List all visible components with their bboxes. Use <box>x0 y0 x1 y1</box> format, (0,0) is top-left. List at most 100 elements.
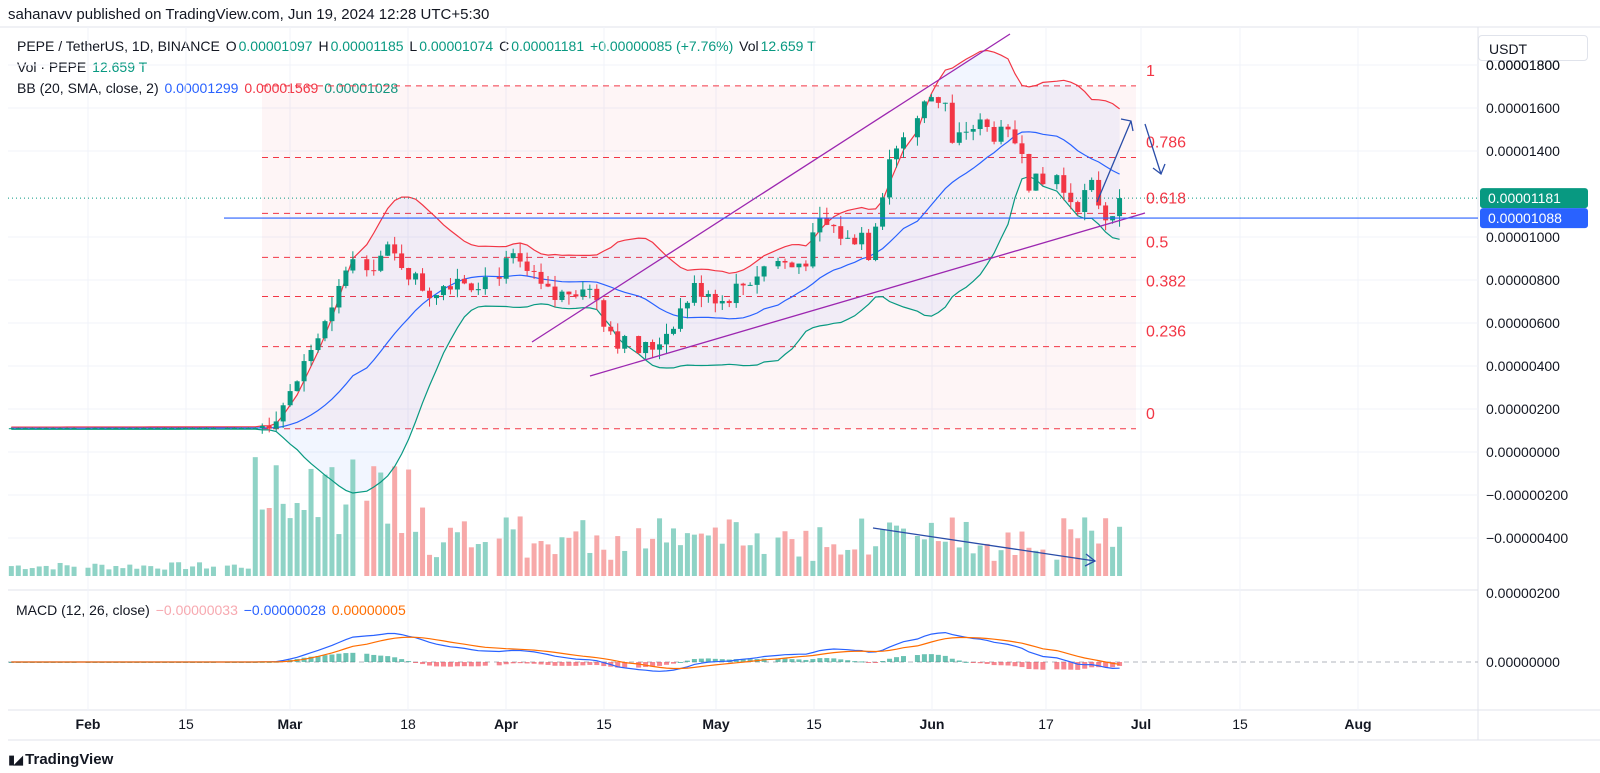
macd-histogram-bar <box>538 662 544 665</box>
candle-body <box>203 427 209 429</box>
candle-body <box>280 405 286 422</box>
volume-bar <box>482 542 488 576</box>
macd-histogram-bar <box>343 653 349 662</box>
candle-body <box>406 268 412 280</box>
time-axis-tick-label: 15 <box>806 716 822 732</box>
time-axis-tick-label: Apr <box>494 716 519 732</box>
macd-histogram-bar <box>852 661 858 663</box>
volume-indicator-value: 12.659 T <box>92 59 148 75</box>
candle-body <box>57 428 63 430</box>
candle-body <box>984 119 990 127</box>
macd-histogram-bar <box>406 661 412 663</box>
candle-body <box>866 232 872 260</box>
volume-bar <box>538 541 544 576</box>
macd-histogram-bar <box>615 662 621 668</box>
volume-bar <box>705 535 711 576</box>
high-label: H <box>318 38 329 54</box>
volume-bar <box>845 549 851 576</box>
volume-bar <box>873 546 879 576</box>
candle-body <box>1026 153 1032 191</box>
candle-body <box>71 428 77 430</box>
low-value: 0.00001074 <box>419 38 494 54</box>
high-value: 0.00001185 <box>330 38 404 54</box>
price-axis-tick-label: 0.00000600 <box>1486 315 1560 331</box>
candle-body <box>162 428 168 430</box>
macd-histogram-bar <box>657 662 663 666</box>
price-axis-tick-label: 0.00000000 <box>1486 444 1560 460</box>
macd-histogram-bar <box>984 662 990 664</box>
candle-body <box>1012 129 1018 144</box>
macd-histogram-bar <box>1005 662 1011 666</box>
symbol-title[interactable]: PEPE / TetherUS, 1D, BINANCE <box>17 38 220 54</box>
volume-bar <box>928 522 934 576</box>
volume-bar <box>43 565 49 576</box>
candle-body <box>238 427 244 429</box>
tradingview-logo[interactable]: ▮◢ TradingView <box>8 751 113 768</box>
macd-label[interactable]: MACD (12, 26, close) <box>16 602 150 618</box>
volume-bar <box>203 568 209 576</box>
price-axis-tick-label: 0.00001600 <box>1486 100 1560 116</box>
volume-bar <box>726 519 732 576</box>
price-axis-tick-label: 0.00001400 <box>1486 143 1560 159</box>
macd-histogram-bar <box>803 659 809 662</box>
volume-bar <box>197 562 203 576</box>
volume-bar <box>127 564 133 576</box>
price-axis-tick-label: 0.00000200 <box>1486 401 1560 417</box>
volume-indicator-label[interactable]: Vol · PEPE <box>17 59 87 75</box>
close-label: C <box>499 38 510 54</box>
volume-bar <box>691 534 697 576</box>
open-label: O <box>225 38 237 54</box>
volume-label: Vol <box>739 38 759 54</box>
macd-histogram-bar <box>866 662 872 663</box>
volume-bar <box>1075 538 1081 576</box>
candle-body <box>329 307 335 322</box>
candle-body <box>545 283 551 287</box>
projection-arrow-up <box>1096 120 1132 203</box>
volume-bar <box>587 552 593 576</box>
candle-body <box>880 197 886 227</box>
volume-bar <box>273 465 279 576</box>
macd-histogram-bar <box>928 654 934 662</box>
volume-bar <box>1068 529 1074 576</box>
candle-body <box>392 244 398 254</box>
volume-bar <box>510 529 516 576</box>
volume-bar <box>378 472 384 576</box>
projection-arrow-up-head <box>1120 118 1134 132</box>
volume-bar <box>113 566 119 576</box>
candle-body <box>245 427 251 429</box>
volume-bar <box>636 528 642 576</box>
macd-histogram-bar <box>914 655 920 662</box>
volume-bar <box>601 549 607 576</box>
volume-legend: Vol · PEPE 12.659 T <box>17 59 149 75</box>
volume-bar <box>524 557 530 576</box>
volume-bar <box>176 562 182 576</box>
candle-body <box>754 276 760 285</box>
bb-lower-line <box>11 175 1120 494</box>
candle-body <box>503 258 509 279</box>
bb-basis-value: 0.00001299 <box>164 80 239 96</box>
macd-histogram-bar <box>559 662 565 666</box>
macd-histogram-value: −0.00000033 <box>155 602 238 618</box>
candle-body <box>141 428 147 430</box>
macd-histogram-bar <box>461 662 467 667</box>
volume-bar <box>622 550 628 576</box>
volume-bar <box>775 537 781 576</box>
macd-histogram-bar <box>935 654 941 662</box>
volume-bar <box>350 459 356 576</box>
volume-bar <box>1082 517 1088 576</box>
candle-body <box>287 391 293 406</box>
macd-histogram-bar <box>517 662 523 664</box>
trendline-drawings <box>8 33 1478 567</box>
macd-histogram-bar <box>378 655 384 662</box>
volume-bar <box>64 565 70 576</box>
wedge-lower-trendline <box>589 212 1146 377</box>
candle-body <box>301 361 307 382</box>
macd-axis-tick-label: 0.00000200 <box>1486 585 1560 601</box>
volume-bar <box>280 503 286 576</box>
macd-histogram-bar <box>510 662 516 664</box>
candle-body <box>454 278 460 290</box>
volume-bar <box>789 539 795 576</box>
macd-histogram-bar <box>636 662 642 668</box>
macd-histogram-bar <box>977 662 983 664</box>
